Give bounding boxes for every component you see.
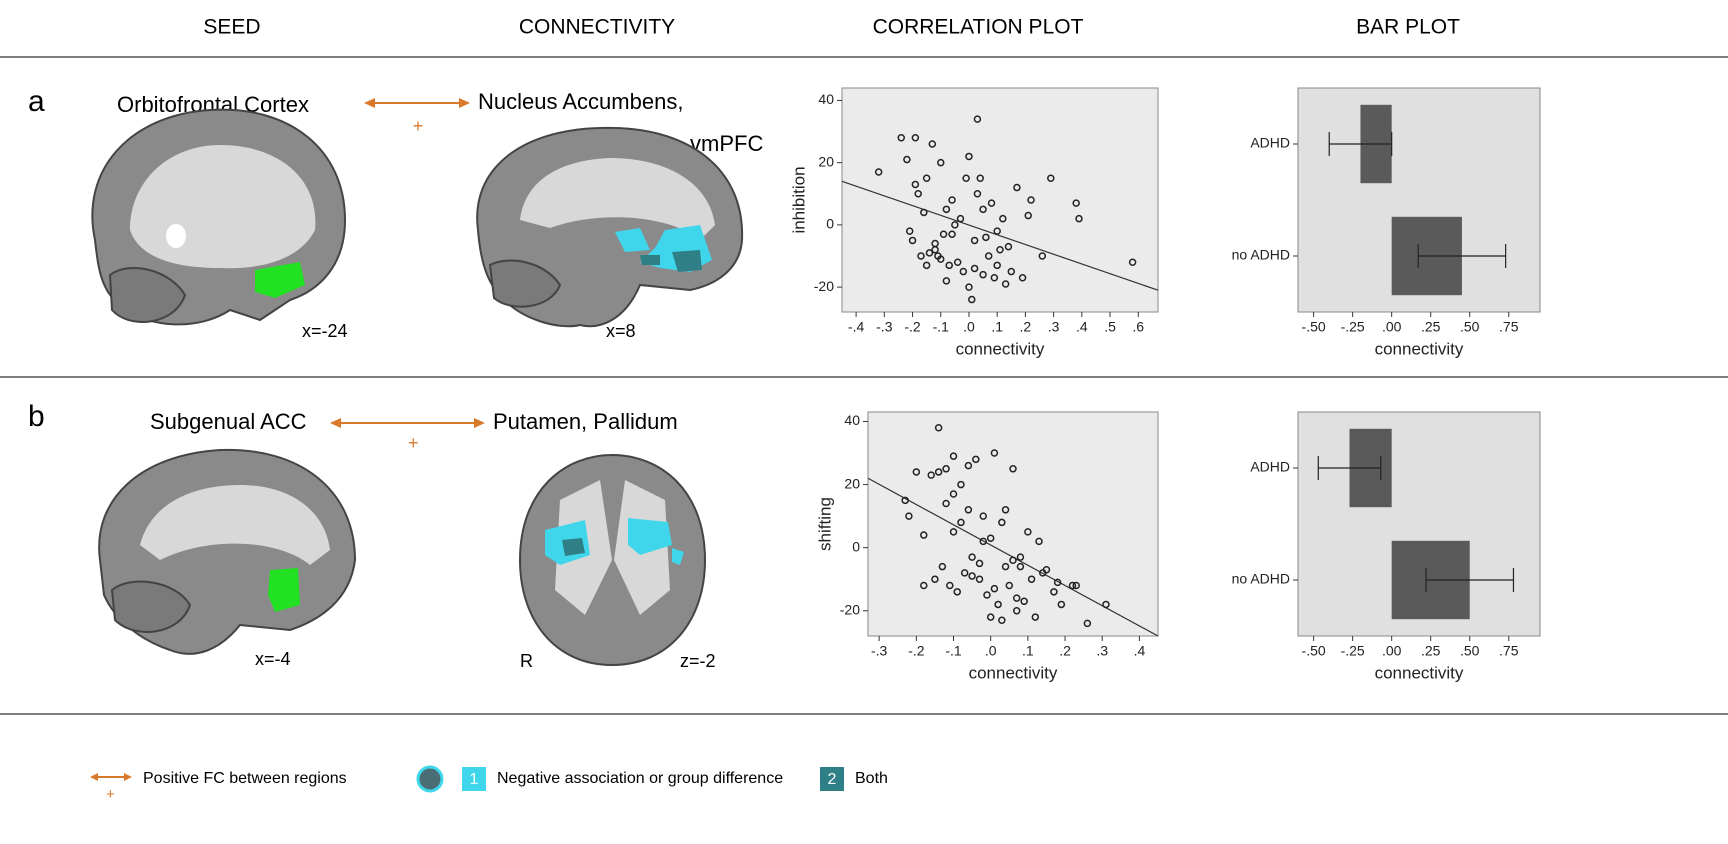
y-axis-label: shifting xyxy=(815,497,834,551)
y-tick-label: 20 xyxy=(818,153,834,169)
y-axis-label: inhibition xyxy=(789,166,808,233)
y-tick-label: 40 xyxy=(818,91,834,107)
brain-axial xyxy=(520,455,705,665)
x-tick-label: .6 xyxy=(1132,319,1144,335)
fc-arrow xyxy=(364,98,470,108)
y-tick-label: 0 xyxy=(852,538,860,554)
x-tick-label: .0 xyxy=(963,319,975,335)
y-tick-label: no ADHD xyxy=(1232,571,1290,587)
x-axis-label: connectivity xyxy=(1375,663,1464,682)
fc-sign: + xyxy=(408,433,419,453)
slice-label: x=-24 xyxy=(302,321,348,341)
row-label: b xyxy=(28,400,45,433)
column-header: SEED xyxy=(203,16,260,39)
x-tick-label: .75 xyxy=(1499,319,1519,335)
slice-label: x=-4 xyxy=(255,649,291,669)
seed-region: Subgenual ACC xyxy=(150,409,307,434)
x-tick-label: -.50 xyxy=(1302,319,1326,335)
x-tick-label: -.25 xyxy=(1341,319,1365,335)
y-tick-label: 0 xyxy=(826,216,834,232)
legend-text: Negative association or group difference xyxy=(497,770,783,787)
x-tick-label: .25 xyxy=(1421,319,1441,335)
y-tick-label: no ADHD xyxy=(1232,247,1290,263)
legend-number: 2 xyxy=(828,771,837,788)
target-region: Nucleus Accumbens, xyxy=(478,89,683,114)
x-tick-label: .25 xyxy=(1421,643,1441,659)
fc-arrow xyxy=(330,418,485,428)
x-tick-label: .4 xyxy=(1076,319,1088,335)
x-axis-label: connectivity xyxy=(969,663,1058,682)
legend-sign: + xyxy=(106,786,115,803)
x-tick-label: -.3 xyxy=(876,319,893,335)
figure: SEED CONNECTIVITY CORRELATION PLOT BAR P… xyxy=(0,0,1728,844)
y-tick-label: 20 xyxy=(844,475,860,491)
x-axis-label: connectivity xyxy=(956,339,1045,358)
x-tick-label: .2 xyxy=(1059,643,1071,659)
x-tick-label: -.2 xyxy=(908,643,925,659)
target-region: Putamen, Pallidum xyxy=(493,409,678,434)
x-tick-label: .5 xyxy=(1104,319,1116,335)
brain-sagittal xyxy=(477,128,742,326)
x-tick-label: -.3 xyxy=(871,643,888,659)
slice-label: x=8 xyxy=(606,321,636,341)
legend-arrow xyxy=(90,773,132,781)
column-header: CORRELATION PLOT xyxy=(873,16,1084,39)
x-tick-label: .50 xyxy=(1460,319,1480,335)
orientation-label: R xyxy=(520,651,533,671)
x-tick-label: .50 xyxy=(1460,643,1480,659)
x-tick-label: .3 xyxy=(1096,643,1108,659)
x-tick-label: .0 xyxy=(985,643,997,659)
x-tick-label: -.1 xyxy=(945,643,962,659)
y-tick-label: -20 xyxy=(814,278,834,294)
x-tick-label: .75 xyxy=(1499,643,1519,659)
x-tick-label: -.25 xyxy=(1341,643,1365,659)
x-tick-label: -.2 xyxy=(904,319,921,335)
x-tick-label: .1 xyxy=(991,319,1003,335)
fc-sign: + xyxy=(413,116,424,136)
x-tick-label: .00 xyxy=(1382,643,1402,659)
x-tick-label: .00 xyxy=(1382,319,1402,335)
column-header: CONNECTIVITY xyxy=(519,16,675,39)
legend-text: Positive FC between regions xyxy=(143,770,347,787)
x-tick-label: .3 xyxy=(1048,319,1060,335)
x-tick-label: .1 xyxy=(1022,643,1034,659)
row-label: a xyxy=(28,85,45,118)
y-tick-label: -20 xyxy=(840,601,860,617)
legend-text: Both xyxy=(855,770,888,787)
plot-area xyxy=(868,412,1158,636)
slice-label: z=-2 xyxy=(680,651,716,671)
brain-sagittal xyxy=(92,110,345,325)
legend-number: 1 xyxy=(470,771,479,788)
x-axis-label: connectivity xyxy=(1375,339,1464,358)
y-tick-label: 40 xyxy=(844,412,860,428)
y-tick-label: ADHD xyxy=(1250,459,1290,475)
column-header: BAR PLOT xyxy=(1356,16,1460,39)
x-tick-label: -.1 xyxy=(933,319,950,335)
x-tick-label: -.50 xyxy=(1302,643,1326,659)
legend-circle xyxy=(418,767,442,791)
brain-sagittal xyxy=(99,450,355,654)
y-tick-label: ADHD xyxy=(1250,135,1290,151)
x-tick-label: .4 xyxy=(1134,643,1146,659)
x-tick-label: .2 xyxy=(1020,319,1032,335)
plot-area xyxy=(842,88,1158,312)
x-tick-label: -.4 xyxy=(848,319,865,335)
